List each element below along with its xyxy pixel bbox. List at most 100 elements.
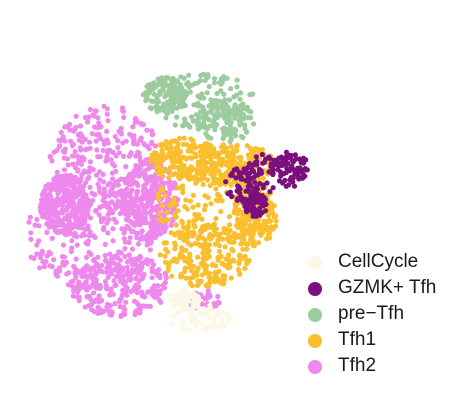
point-tfh2 xyxy=(98,308,104,314)
point-tfh1 xyxy=(213,186,219,192)
point-tfh2 xyxy=(148,174,154,180)
point-gzmk-tfh xyxy=(253,154,259,160)
point-tfh2 xyxy=(82,304,88,310)
point-pre-tfh xyxy=(195,93,201,99)
point-pre-tfh xyxy=(232,126,238,132)
point-gzmk-tfh xyxy=(304,167,310,173)
point-tfh2 xyxy=(43,195,49,201)
point-tfh1 xyxy=(217,182,223,188)
series-points-pre-tfh xyxy=(140,71,257,145)
point-tfh2 xyxy=(97,169,103,175)
point-gzmk-tfh xyxy=(252,179,258,185)
point-tfh1 xyxy=(190,204,196,210)
series-points-tfh2 xyxy=(26,103,222,319)
point-tfh1 xyxy=(202,202,208,209)
point-pre-tfh xyxy=(221,91,227,97)
point-gzmk-tfh xyxy=(250,211,256,217)
point-gzmk-tfh xyxy=(234,166,240,172)
point-tfh2 xyxy=(54,169,60,175)
point-tfh2 xyxy=(55,191,61,197)
point-pre-tfh xyxy=(193,112,199,118)
point-tfh2 xyxy=(157,231,163,237)
point-tfh1 xyxy=(237,232,243,238)
point-tfh2 xyxy=(151,283,157,289)
point-cellcycle xyxy=(190,290,196,296)
point-cellcycle xyxy=(220,310,226,316)
point-tfh2 xyxy=(58,138,64,144)
point-tfh1 xyxy=(186,219,192,225)
point-pre-tfh xyxy=(221,134,227,140)
point-tfh1 xyxy=(176,153,182,159)
point-tfh1 xyxy=(244,143,250,149)
point-gzmk-tfh xyxy=(244,177,250,183)
point-tfh2 xyxy=(56,143,63,149)
point-tfh2 xyxy=(102,189,108,195)
point-cellcycle xyxy=(219,322,226,328)
point-tfh2 xyxy=(121,309,127,315)
point-gzmk-tfh xyxy=(270,185,276,191)
legend-label-pre-tfh: pre−Tfh xyxy=(338,303,405,324)
point-tfh1 xyxy=(204,140,210,147)
point-tfh2 xyxy=(105,230,111,236)
point-gzmk-tfh xyxy=(223,179,229,185)
point-tfh2 xyxy=(26,219,32,225)
point-tfh1 xyxy=(179,183,186,189)
point-tfh2 xyxy=(123,164,129,170)
point-pre-tfh xyxy=(164,110,170,117)
point-tfh1 xyxy=(169,171,175,177)
point-tfh2 xyxy=(93,138,99,144)
point-tfh1 xyxy=(185,240,191,246)
point-gzmk-tfh xyxy=(276,178,283,184)
point-tfh1 xyxy=(215,257,221,263)
point-tfh1 xyxy=(188,268,195,274)
point-tfh1 xyxy=(179,274,185,280)
point-gzmk-tfh xyxy=(259,151,265,158)
point-tfh2 xyxy=(134,197,140,203)
point-tfh1 xyxy=(216,159,222,165)
point-tfh1 xyxy=(197,233,203,239)
point-cellcycle xyxy=(184,327,190,333)
point-tfh2 xyxy=(115,198,121,204)
point-pre-tfh xyxy=(241,112,247,118)
point-pre-tfh xyxy=(221,107,227,113)
point-tfh2 xyxy=(132,262,139,268)
point-tfh1 xyxy=(207,183,213,189)
point-pre-tfh xyxy=(228,86,234,92)
point-tfh1 xyxy=(242,253,248,259)
point-pre-tfh xyxy=(180,123,186,129)
point-tfh2 xyxy=(44,215,50,221)
point-tfh1 xyxy=(197,177,204,183)
point-tfh2 xyxy=(139,273,145,279)
point-tfh2 xyxy=(46,224,53,230)
point-tfh2 xyxy=(122,239,128,245)
point-tfh1 xyxy=(192,224,198,230)
point-pre-tfh xyxy=(163,115,169,121)
point-tfh1 xyxy=(177,135,183,141)
point-tfh2 xyxy=(88,251,94,257)
point-tfh2 xyxy=(104,128,110,134)
point-tfh1 xyxy=(201,264,207,270)
point-pre-tfh xyxy=(250,91,256,97)
point-pre-tfh xyxy=(184,81,190,87)
point-gzmk-tfh xyxy=(253,198,259,205)
point-gzmk-tfh xyxy=(256,169,262,175)
point-tfh1 xyxy=(173,201,179,207)
point-tfh2 xyxy=(96,185,102,191)
point-tfh1 xyxy=(221,225,227,231)
point-pre-tfh xyxy=(238,133,244,139)
point-tfh2 xyxy=(141,183,147,189)
point-tfh1 xyxy=(217,235,223,241)
point-tfh2 xyxy=(131,168,137,175)
point-tfh2 xyxy=(46,200,52,206)
point-tfh2 xyxy=(120,108,126,114)
point-tfh2 xyxy=(53,180,59,186)
point-gzmk-tfh xyxy=(246,181,253,187)
point-tfh1 xyxy=(197,162,203,169)
point-tfh1 xyxy=(230,248,236,254)
point-gzmk-tfh xyxy=(284,166,290,172)
point-tfh2 xyxy=(77,123,84,129)
point-tfh2 xyxy=(49,158,55,164)
point-tfh2 xyxy=(105,118,111,124)
point-tfh2 xyxy=(86,174,92,180)
point-gzmk-tfh xyxy=(243,201,249,208)
